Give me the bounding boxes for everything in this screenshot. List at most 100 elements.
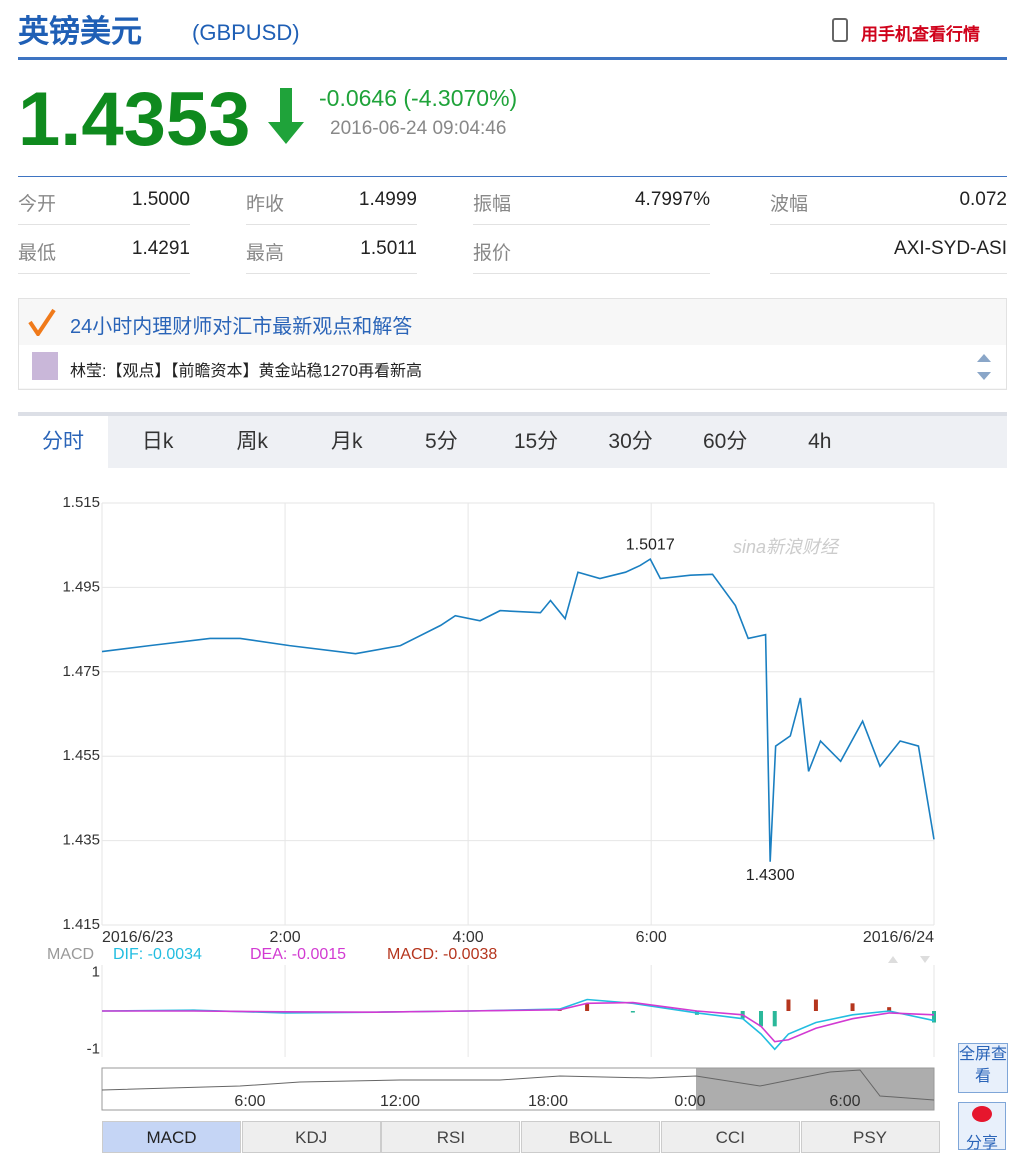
line	[102, 1001, 935, 1043]
title: 英镑美元	[18, 14, 142, 49]
stat-label: 最高	[246, 243, 285, 264]
period-tab[interactable]: 60分	[703, 430, 748, 453]
period-tab[interactable]: 30分	[608, 430, 653, 453]
stat-label: 报价	[473, 243, 512, 264]
period-tab[interactable]: 分时	[18, 416, 108, 468]
stat-underline	[473, 224, 710, 225]
annotation: 1.5017	[626, 536, 675, 553]
stat-value: AXI-SYD-ASI	[894, 238, 1007, 259]
weibo-icon	[972, 1106, 992, 1122]
indicator-label: MACD	[47, 946, 94, 963]
navigator-line	[101, 1069, 935, 1101]
navigator-label: 6:00	[234, 1093, 266, 1110]
price: 1.4353	[18, 77, 251, 162]
stat-underline	[473, 273, 710, 274]
code: (GBPUSD)	[192, 20, 300, 45]
x-tick-label: 2016/6/23	[102, 929, 173, 946]
rule	[18, 176, 1007, 177]
scroll-arrows[interactable]	[975, 352, 993, 382]
news-icon	[28, 308, 56, 336]
period-tab[interactable]: 日k	[141, 430, 174, 453]
navigator-label: 6:00	[829, 1093, 861, 1110]
watermark: sina新浪财经	[733, 537, 839, 557]
chart-layer: 2016/6/23 2:00 4:00 6:00 2016/6/24 1.515 1.495…	[47, 494, 936, 1111]
change: -0.0646 (-4.3070%)	[319, 85, 518, 111]
stat-underline	[770, 224, 1007, 225]
legend-entry: MACD: -0.0038	[387, 946, 497, 963]
indicator-tab[interactable]: CCI	[660, 1121, 800, 1153]
stat-value: 1.5011	[360, 238, 417, 259]
y-tick-label: 1.455	[62, 747, 100, 764]
x-tick-label: 2016/6/24	[863, 929, 934, 946]
y-tick-label: -1	[87, 1040, 100, 1057]
indicator-tab[interactable]: MACD	[102, 1121, 241, 1153]
period-tab[interactable]: 5分	[425, 430, 458, 453]
period-tab[interactable]: 月k	[331, 430, 363, 453]
phone-icon	[832, 18, 848, 42]
histogram-bar	[887, 1007, 892, 1011]
period-tab[interactable]: 15分	[513, 430, 559, 453]
indicator-tab[interactable]: RSI	[381, 1121, 521, 1153]
stat-underline	[18, 224, 190, 225]
legend-entry: DIF: -0.0034	[113, 946, 202, 963]
rule	[18, 57, 1007, 60]
histogram-bar	[786, 999, 791, 1011]
indicator-tab[interactable]: KDJ	[241, 1121, 381, 1153]
tab-bar	[18, 412, 1007, 468]
stat-underline	[246, 273, 417, 274]
stat-value: 4.7997%	[634, 189, 710, 210]
indicator-tab[interactable]: BOLL	[521, 1121, 661, 1153]
chart: 2016/6/23 2:00 4:00 6:00 2016/6/24 1.515 1.495…	[47, 494, 936, 1111]
stat-label: 最低	[18, 243, 57, 264]
y-tick-label: 1	[92, 964, 100, 981]
stat-underline	[18, 273, 190, 274]
stat-value: 0.072	[959, 189, 1007, 210]
stat-label: 今开	[18, 194, 57, 215]
down-arrow	[268, 88, 304, 144]
stat-underline	[770, 273, 1007, 274]
y-tick-label: 1.475	[62, 663, 100, 680]
histogram-bar	[759, 1011, 764, 1027]
line	[101, 998, 935, 1051]
mobile-link[interactable]: 用手机查看行情	[861, 25, 980, 44]
y-tick-label: 1.495	[62, 578, 100, 595]
news-row	[19, 345, 1006, 388]
histogram-bar	[585, 1003, 590, 1011]
share-button[interactable]: 分享	[958, 1102, 1006, 1152]
stat-value: 1.4999	[358, 189, 417, 210]
nav-arrows[interactable]	[888, 956, 930, 963]
news-item[interactable]: 林莹:【观点】【前瞻资本】黄金站稳1270再看新高	[70, 363, 423, 380]
news-headline[interactable]: 24小时内理财师对汇市最新观点和解答	[70, 316, 413, 338]
x-tick-label: 2:00	[269, 929, 300, 946]
histogram-bar	[850, 1003, 855, 1011]
fullscreen-button[interactable]: 全屏查看	[958, 1043, 1008, 1093]
histogram-bar	[630, 1011, 635, 1013]
y-tick-label: 1.415	[62, 916, 100, 933]
timestamp: 2016-06-24 09:04:46	[330, 118, 507, 139]
y-tick-label: 1.435	[62, 832, 100, 849]
histogram-bar	[772, 1011, 777, 1027]
y-tick-label: 1.515	[62, 494, 100, 511]
navigator-label: 18:00	[528, 1093, 569, 1110]
legend-entry: DEA: -0.0015	[250, 946, 346, 963]
annotation: 1.4300	[746, 867, 795, 884]
period-tab[interactable]: 周k	[236, 430, 268, 453]
line	[101, 557, 935, 862]
stat-value: 1.5000	[131, 189, 190, 210]
x-tick-label: 6:00	[636, 929, 667, 946]
histogram-bar	[813, 999, 818, 1011]
stat-label: 波幅	[770, 194, 809, 215]
stat-label: 昨收	[246, 194, 285, 215]
period-tab[interactable]: 4h	[808, 430, 832, 453]
stat-underline	[246, 224, 417, 225]
navigator-window[interactable]	[696, 1068, 934, 1110]
stat-value: 1.4291	[131, 238, 190, 259]
histogram-bar	[932, 1011, 936, 1023]
navigator-label: 0:00	[674, 1093, 706, 1110]
indicator-tab[interactable]: PSY	[800, 1121, 940, 1153]
navigator-label: 12:00	[380, 1093, 421, 1110]
x-tick-label: 4:00	[453, 929, 484, 946]
stat-label: 振幅	[473, 194, 512, 215]
avatar	[32, 352, 58, 380]
